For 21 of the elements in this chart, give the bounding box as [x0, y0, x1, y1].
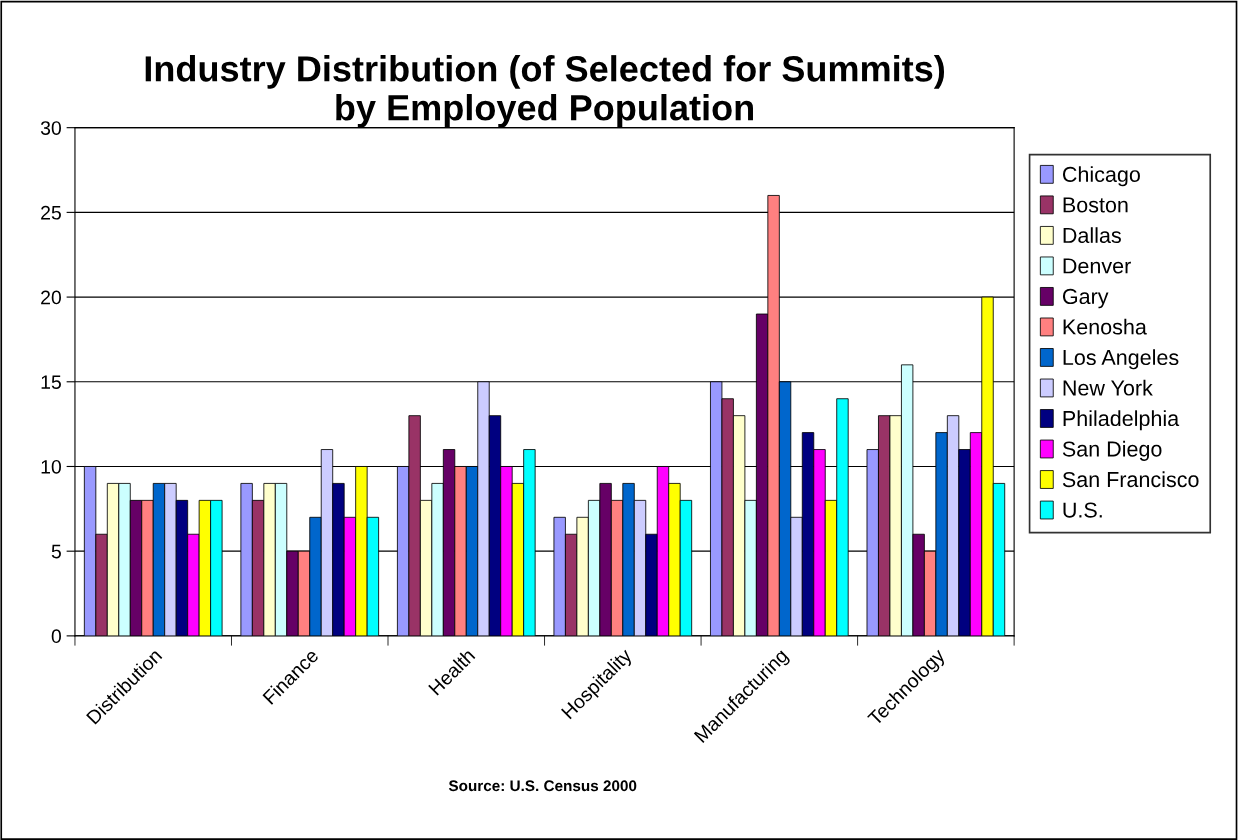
- legend-label: U.S.: [1063, 502, 1102, 518]
- legend-label: San Francisco: [1062, 471, 1199, 488]
- legend-label: Philadelphia: [1063, 410, 1180, 431]
- legend-label: Denver: [1063, 258, 1131, 274]
- y-tick-label: 10: [41, 459, 62, 474]
- legend-label: New York: [1063, 379, 1153, 396]
- legend-label: San Diego: [1062, 440, 1162, 461]
- y-tick-label: 0: [51, 629, 62, 644]
- y-tick-label: 15: [41, 375, 61, 390]
- legend-label: Dallas: [1063, 227, 1121, 244]
- legend-label: Gary: [1062, 288, 1109, 309]
- legend-label: Boston: [1063, 197, 1128, 213]
- legend-label: Kenosha: [1063, 318, 1147, 335]
- y-tick-label: 25: [41, 205, 61, 220]
- chart-title: Industry Distribution (of Selected for Summits) by Employed Population: [145, 55, 945, 128]
- legend-label: Los Angeles: [1063, 349, 1179, 370]
- source-note: Source: U.S. Census 2000: [448, 780, 637, 792]
- legend-label: Chicago: [1062, 166, 1140, 187]
- y-tick-label: 20: [41, 290, 62, 305]
- y-tick-label: 5: [51, 544, 61, 559]
- y-tick-label: 30: [40, 121, 62, 135]
